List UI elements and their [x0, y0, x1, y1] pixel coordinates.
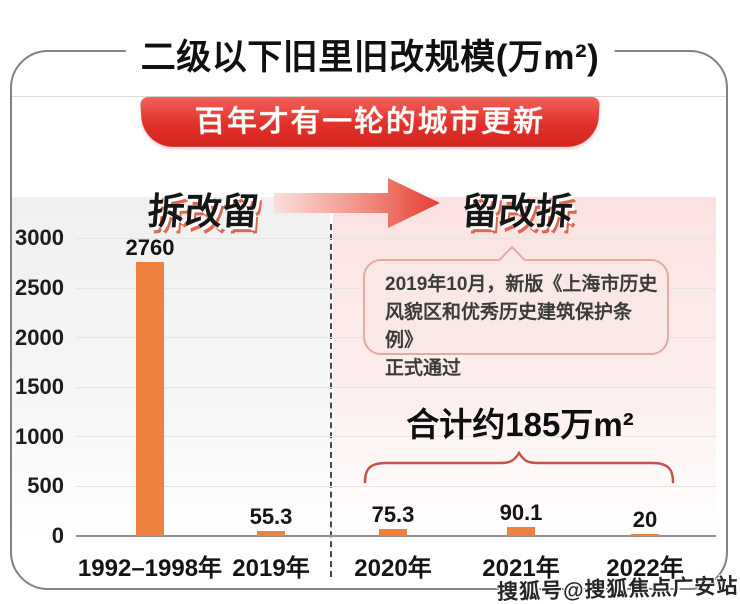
watermark-text: 搜狐号@搜狐焦点广安站 [496, 574, 739, 604]
total-label: 合计约185万m² [406, 406, 634, 443]
bar [507, 527, 535, 536]
annotation-text: 2019年10月，新版《上海市历史 风貌区和优秀历史建筑保护条例》 正式通过 [385, 274, 658, 379]
phase-divider-dashed-line [330, 224, 332, 577]
bar [631, 534, 659, 536]
bar-value-label: 75.3 [371, 501, 415, 527]
y-tick-label: 0 [51, 523, 64, 548]
bar [136, 262, 164, 536]
curly-brace-icon [363, 450, 675, 484]
bar [379, 528, 407, 536]
bar-value-label: 55.3 [249, 503, 293, 529]
gridline [76, 436, 716, 438]
header-divider-line [12, 96, 726, 97]
phase-label-right: 留改拆 [460, 191, 575, 232]
gridline [76, 485, 716, 487]
bar-value-label: 2760 [125, 235, 175, 261]
x-axis-label: 2020年 [354, 555, 432, 582]
y-tick-label: 1500 [15, 374, 64, 400]
x-axis-label: 2021年 [482, 555, 560, 582]
y-tick-label: 500 [27, 473, 64, 499]
bar-value-label: 20 [632, 507, 658, 532]
y-tick-label: 2500 [15, 275, 64, 300]
x-axis-label: 2022年 [606, 555, 684, 582]
gridline [76, 386, 716, 388]
phase-label-left: 拆改留 [146, 191, 261, 232]
y-tick-label: 1000 [15, 423, 64, 449]
y-tick-label: 3000 [15, 225, 64, 251]
banner-text: 百年才有一轮的城市更新 [194, 105, 546, 139]
bar [257, 530, 285, 536]
annotation-bubble: 2019年10月，新版《上海市历史 风貌区和优秀历史建筑保护条例》 正式通过 [363, 245, 669, 379]
phase-right-background [333, 197, 716, 536]
x-axis-label: 2019年 [232, 555, 310, 582]
banner-ribbon: 百年才有一轮的城市更新 [140, 97, 600, 147]
y-tick-label: 2000 [15, 324, 64, 350]
phase-left-background [12, 197, 330, 536]
gridline [76, 237, 716, 239]
x-axis-baseline [76, 535, 716, 537]
right-arrow-icon [274, 178, 440, 228]
page-title: 二级以下旧里旧改规模(万m²) [125, 29, 615, 80]
x-axis-label: 1992–1998年 [77, 555, 223, 582]
bar-value-label: 90.1 [499, 500, 543, 526]
